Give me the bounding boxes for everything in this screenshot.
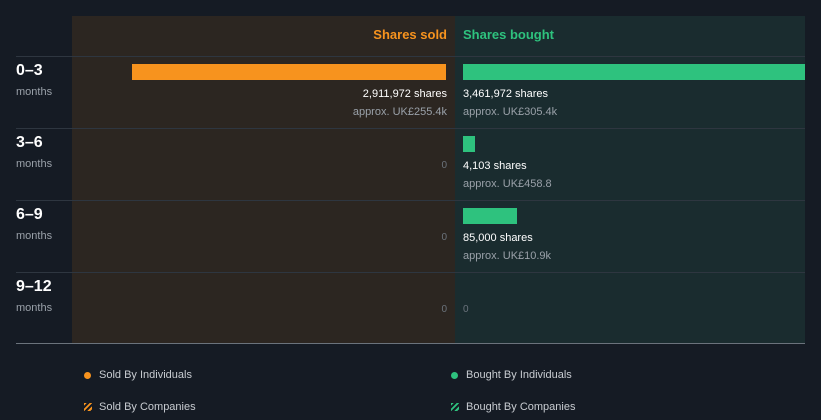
row-separator <box>16 272 805 273</box>
legend-hatch-icon <box>451 403 459 411</box>
chart-bottom-axis <box>16 343 805 344</box>
bought-approx-value: approx. UK£305.4k <box>463 106 558 118</box>
bar-bought-0-3 <box>463 64 805 80</box>
period-unit: months <box>16 230 53 242</box>
legend-sold-companies[interactable]: Sold By Companies <box>84 401 196 413</box>
sold-approx-value: approx. UK£255.4k <box>352 106 447 118</box>
bought-shares-label: 4,103 shares <box>463 160 527 172</box>
bought-shares-label: 3,461,972 shares <box>463 88 549 100</box>
bought-approx-value: approx. UK£458.8 <box>463 178 552 190</box>
legend-hatch-icon <box>84 403 92 411</box>
legend-dot-icon <box>451 371 458 379</box>
bought-shares-label: 85,000 shares <box>463 232 533 244</box>
legend-dot-icon <box>84 371 91 379</box>
shares-sold-header: Shares sold <box>373 27 447 42</box>
sold-zero-label: 0 <box>441 232 447 243</box>
sold-zero-label: 0 <box>441 304 447 315</box>
row-separator <box>16 200 805 201</box>
bar-sold-0-3 <box>132 64 446 80</box>
period-unit: months <box>16 158 53 170</box>
period-label: 6–9 <box>16 206 43 223</box>
bought-zero-label: 0 <box>463 304 469 315</box>
row-separator <box>16 128 805 129</box>
bought-approx-value: approx. UK£10.9k <box>463 250 552 262</box>
legend-label: Sold By Individuals <box>99 369 192 381</box>
bar-bought-3-6 <box>463 136 475 152</box>
period-unit: months <box>16 302 53 314</box>
bar-bought-6-9 <box>463 208 517 224</box>
shares-bought-header: Shares bought <box>463 27 555 42</box>
row-separator <box>16 56 805 57</box>
period-label: 3–6 <box>16 134 43 151</box>
legend-sold-individuals[interactable]: Sold By Individuals <box>84 369 192 381</box>
legend-label: Sold By Companies <box>99 401 196 413</box>
legend-bought-companies[interactable]: Bought By Companies <box>451 401 575 413</box>
legend-bought-individuals[interactable]: Bought By Individuals <box>451 369 572 381</box>
legend-label: Bought By Individuals <box>466 369 572 381</box>
period-label: 0–3 <box>16 62 43 79</box>
period-label: 9–12 <box>16 278 52 295</box>
sold-shares-label: 2,911,972 shares <box>362 88 447 100</box>
sold-zero-label: 0 <box>441 160 447 171</box>
period-unit: months <box>16 86 53 98</box>
legend-label: Bought By Companies <box>466 401 576 413</box>
